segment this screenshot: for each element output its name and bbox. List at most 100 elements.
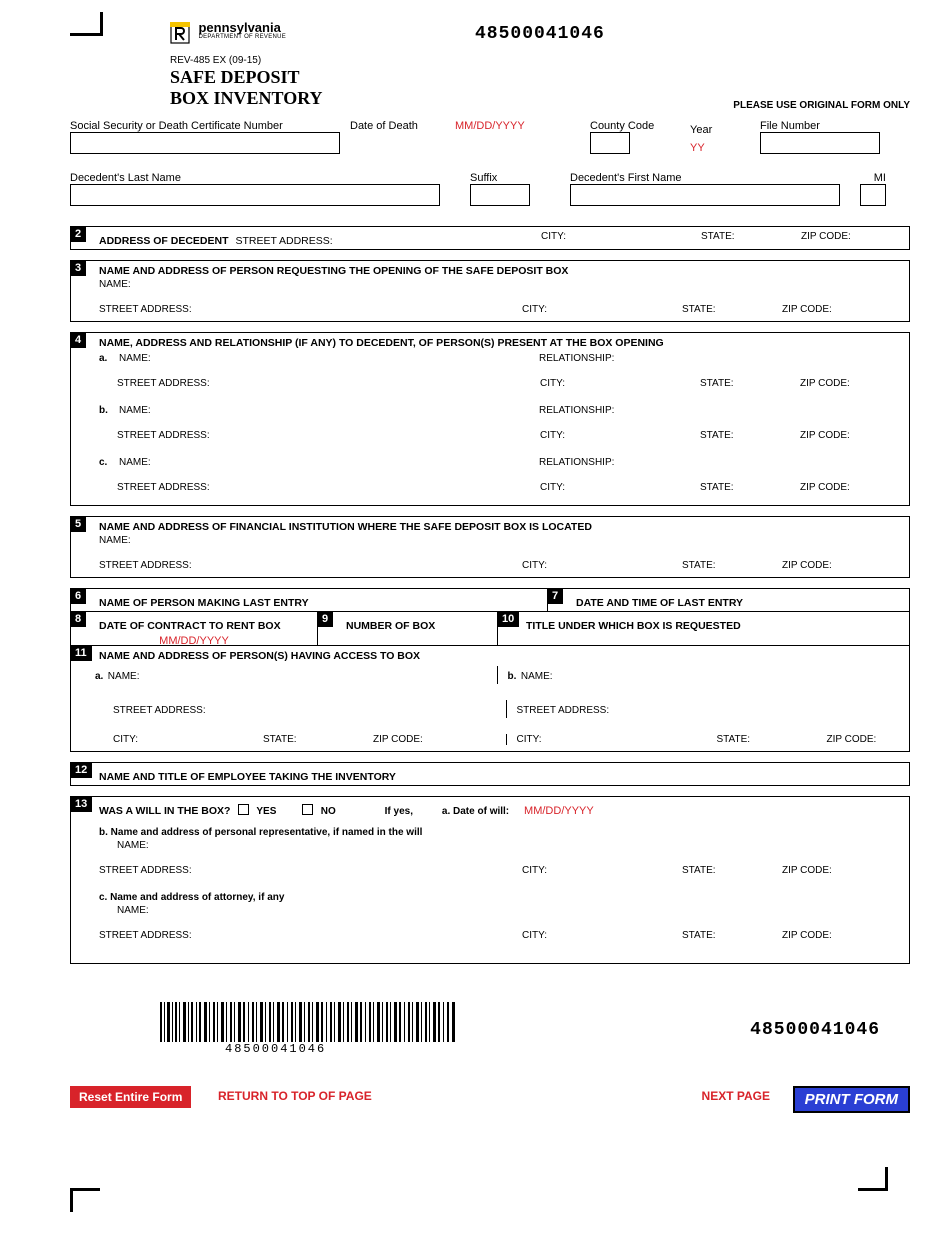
- s4c-street-label: STREET ADDRESS:: [95, 482, 540, 493]
- section-num-11: 11: [70, 645, 92, 661]
- barcode-number-top: 48500041046: [475, 24, 605, 44]
- section-12: 12 NAME AND TITLE OF EMPLOYEE TAKING THE…: [70, 762, 910, 786]
- s13-yes-label: YES: [256, 806, 276, 817]
- s11b-state-label: STATE:: [717, 734, 827, 745]
- s4b-state-label: STATE:: [700, 430, 800, 441]
- s4b-letter: b.: [99, 405, 119, 416]
- barcode-number-bottom: 48500041046: [225, 1042, 326, 1056]
- print-form-button[interactable]: PRINT FORM: [793, 1086, 910, 1113]
- s13c-city-label: CITY:: [522, 930, 682, 941]
- reset-form-button[interactable]: Reset Entire Form: [70, 1086, 191, 1108]
- footer-controls: Reset Entire Form RETURN TO TOP OF PAGE …: [70, 1086, 910, 1116]
- last-name-input[interactable]: [70, 184, 440, 206]
- section-11: 11 NAME AND ADDRESS OF PERSON(S) HAVING …: [70, 646, 910, 752]
- crop-mark: [885, 1167, 888, 1191]
- s4a-name-label: NAME:: [119, 353, 539, 364]
- ssn-input[interactable]: [70, 132, 340, 154]
- s11b-street-label: STREET ADDRESS:: [517, 705, 610, 716]
- s3-zip-label: ZIP CODE:: [782, 304, 903, 315]
- return-top-link[interactable]: RETURN TO TOP OF PAGE: [218, 1089, 372, 1103]
- s3-city-label: CITY:: [522, 304, 682, 315]
- s11a-name-label: NAME:: [108, 671, 140, 682]
- mi-input[interactable]: [860, 184, 886, 206]
- s5-name-label: NAME:: [99, 535, 903, 546]
- s4c-state-label: STATE:: [700, 482, 800, 493]
- s13c-street-label: STREET ADDRESS:: [77, 930, 522, 941]
- suffix-label: Suffix: [470, 172, 530, 184]
- s4a-letter: a.: [99, 353, 119, 364]
- state-name: pennsylvania: [198, 22, 286, 34]
- form-page: START ➜ pennsylvania DEPARTMENT OF REVEN…: [0, 0, 950, 1136]
- department-name: DEPARTMENT OF REVENUE: [198, 34, 286, 40]
- s2-city-label: CITY:: [541, 231, 566, 242]
- s4b-street-label: STREET ADDRESS:: [95, 430, 540, 441]
- section-8: 8 DATE OF CONTRACT TO RENT BOX MM/DD/YYY…: [70, 612, 318, 646]
- s13c-label: c. Name and address of attorney, if any: [99, 892, 903, 903]
- s4c-zip-label: ZIP CODE:: [800, 482, 903, 493]
- section-12-title: NAME AND TITLE OF EMPLOYEE TAKING THE IN…: [99, 771, 396, 783]
- next-page-link[interactable]: NEXT PAGE: [702, 1089, 770, 1103]
- form-title-2: BOX INVENTORY: [170, 89, 323, 108]
- section-2: 2 ADDRESS OF DECEDENT STREET ADDRESS: CI…: [70, 226, 910, 250]
- s11a-letter: a.: [95, 671, 103, 682]
- mi-label: MI: [860, 172, 886, 184]
- section-4: 4 NAME, ADDRESS AND RELATIONSHIP (IF ANY…: [70, 332, 910, 506]
- section-7-title: DATE AND TIME OF LAST ENTRY: [576, 597, 743, 609]
- section-3: 3 NAME AND ADDRESS OF PERSON REQUESTING …: [70, 260, 910, 322]
- file-label: File Number: [760, 120, 880, 132]
- s4b-rel-label: RELATIONSHIP:: [539, 405, 614, 416]
- section-6-7-row: 6 NAME OF PERSON MAKING LAST ENTRY 7 DAT…: [70, 588, 910, 612]
- s4c-letter: c.: [99, 457, 119, 468]
- s4a-rel-label: RELATIONSHIP:: [539, 353, 614, 364]
- file-input[interactable]: [760, 132, 880, 154]
- crop-mark: [70, 1188, 73, 1212]
- dod-label: Date of Death: [350, 120, 440, 132]
- identity-row: Social Security or Death Certificate Num…: [70, 120, 910, 168]
- s13a-label: a. Date of will:: [442, 806, 509, 817]
- section-num-7: 7: [547, 588, 563, 604]
- first-name-input[interactable]: [570, 184, 840, 206]
- name-row: Decedent's Last Name Suffix Decedent's F…: [70, 172, 910, 216]
- s13b-label: b. Name and address of personal represen…: [99, 827, 903, 838]
- s3-name-label: NAME:: [99, 279, 903, 290]
- pa-logo-icon: [170, 22, 190, 49]
- s13b-city-label: CITY:: [522, 865, 682, 876]
- s13c-name-label: NAME:: [117, 905, 903, 916]
- barcode-number-right: 48500041046: [750, 1020, 880, 1040]
- s11a-state-label: STATE:: [263, 734, 373, 745]
- s3-street-label: STREET ADDRESS:: [77, 304, 522, 315]
- s13c-state-label: STATE:: [682, 930, 782, 941]
- s5-street-label: STREET ADDRESS:: [77, 560, 522, 571]
- section-11-title: NAME AND ADDRESS OF PERSON(S) HAVING ACC…: [99, 650, 909, 662]
- section-num-3: 3: [70, 260, 86, 276]
- section-6-title: NAME OF PERSON MAKING LAST ENTRY: [99, 597, 309, 609]
- s11b-letter: b.: [508, 671, 517, 682]
- s13c-zip-label: ZIP CODE:: [782, 930, 903, 941]
- section-num-2: 2: [70, 226, 86, 242]
- logo-text: pennsylvania DEPARTMENT OF REVENUE: [198, 22, 286, 40]
- s11b-name-label: NAME:: [521, 671, 553, 682]
- county-input[interactable]: [590, 132, 630, 154]
- county-label: County Code: [590, 120, 680, 132]
- s2-street-label: STREET ADDRESS:: [235, 235, 332, 247]
- dod-hint: MM/DD/YYYY: [455, 120, 555, 132]
- s4b-name-label: NAME:: [119, 405, 539, 416]
- section-9-title: NUMBER OF BOX: [346, 620, 435, 632]
- section-num-5: 5: [70, 516, 86, 532]
- last-name-label: Decedent's Last Name: [70, 172, 440, 184]
- s4c-name-label: NAME:: [119, 457, 539, 468]
- s13-ifyes-label: If yes,: [385, 806, 413, 817]
- barcode-icon: [160, 1002, 460, 1042]
- section-num-10: 10: [497, 611, 519, 627]
- s4a-state-label: STATE:: [700, 378, 800, 389]
- s3-state-label: STATE:: [682, 304, 782, 315]
- section-2-title: ADDRESS OF DECEDENT STREET ADDRESS:: [99, 235, 333, 247]
- s13b-zip-label: ZIP CODE:: [782, 865, 903, 876]
- section-5: 5 NAME AND ADDRESS OF FINANCIAL INSTITUT…: [70, 516, 910, 578]
- suffix-input[interactable]: [470, 184, 530, 206]
- s13-no-label: NO: [321, 806, 336, 817]
- will-no-checkbox[interactable]: [302, 804, 313, 815]
- s2-state-label: STATE:: [701, 231, 735, 242]
- will-yes-checkbox[interactable]: [238, 804, 249, 815]
- section-num-13: 13: [70, 796, 92, 812]
